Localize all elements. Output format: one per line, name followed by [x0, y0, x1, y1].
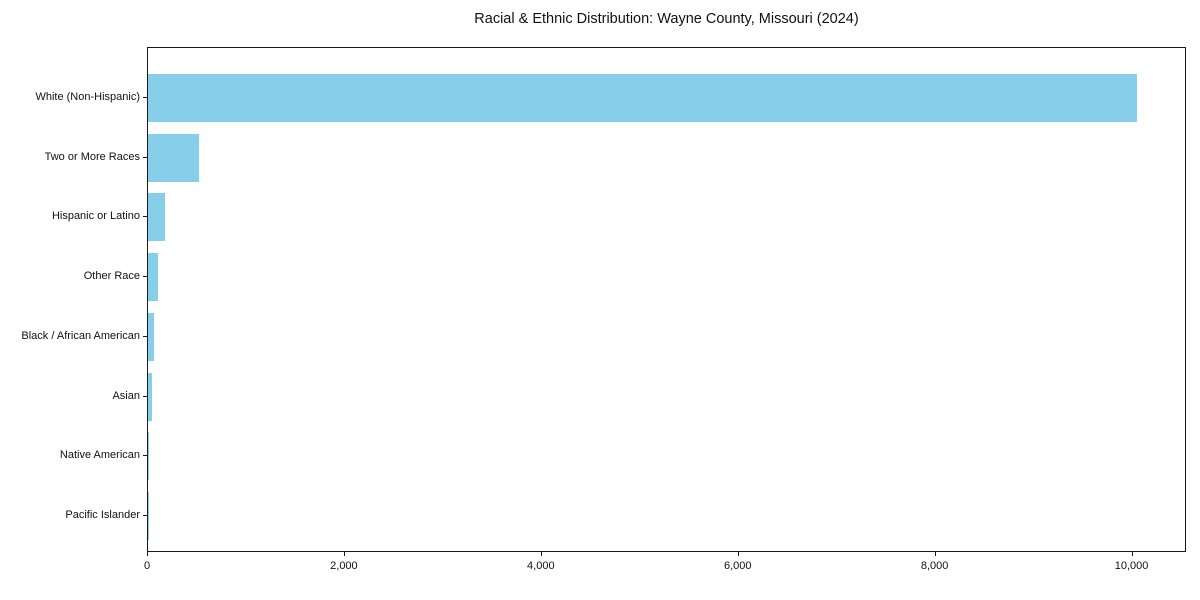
x-tick-mark	[540, 552, 542, 556]
y-tick-mark	[143, 216, 147, 218]
bar-asian	[148, 372, 152, 421]
plot-area	[147, 47, 1186, 552]
x-tick-mark	[1131, 552, 1133, 556]
bar-other-race	[148, 253, 158, 302]
x-tick-mark	[343, 552, 345, 556]
y-tick-mark	[143, 514, 147, 516]
y-tick-label: White (Non-Hispanic)	[35, 91, 140, 103]
y-tick-mark	[143, 156, 147, 158]
x-tick-mark	[737, 552, 739, 556]
x-tick-label: 0	[143, 560, 151, 572]
x-tick-label: 8,000	[920, 560, 949, 572]
y-tick-label: Other Race	[83, 270, 140, 283]
x-tick-mark	[934, 552, 936, 556]
y-tick-label: Hispanic or Latino	[51, 210, 140, 223]
y-tick-mark	[143, 395, 147, 397]
y-tick-label: Asian	[112, 389, 140, 402]
y-tick-mark	[143, 97, 147, 98]
y-tick-mark	[143, 455, 147, 457]
x-tick-label: 6,000	[723, 560, 752, 572]
y-tick-label: Two or More Races	[44, 150, 140, 163]
chart-title: Racial & Ethnic Distribution: Wayne Coun…	[474, 11, 859, 27]
y-tick-mark	[143, 335, 147, 337]
y-tick-label: Native American	[59, 449, 140, 462]
x-tick-label: 2,000	[330, 560, 358, 572]
x-tick-label: 10,000	[1114, 560, 1149, 572]
bar-white-non-hispanic	[148, 74, 1138, 122]
x-tick-label: 4,000	[527, 560, 555, 572]
y-tick-label: Black / African American	[21, 329, 140, 342]
y-tick-label: Pacific Islander	[65, 508, 140, 521]
y-tick-mark	[143, 276, 147, 278]
bar-two-or-more-races	[148, 133, 199, 182]
bar-hispanic-or-latino	[148, 193, 165, 242]
x-tick-mark	[147, 552, 148, 556]
bar-native-american	[148, 432, 149, 481]
bar-black-african-american	[148, 312, 154, 361]
